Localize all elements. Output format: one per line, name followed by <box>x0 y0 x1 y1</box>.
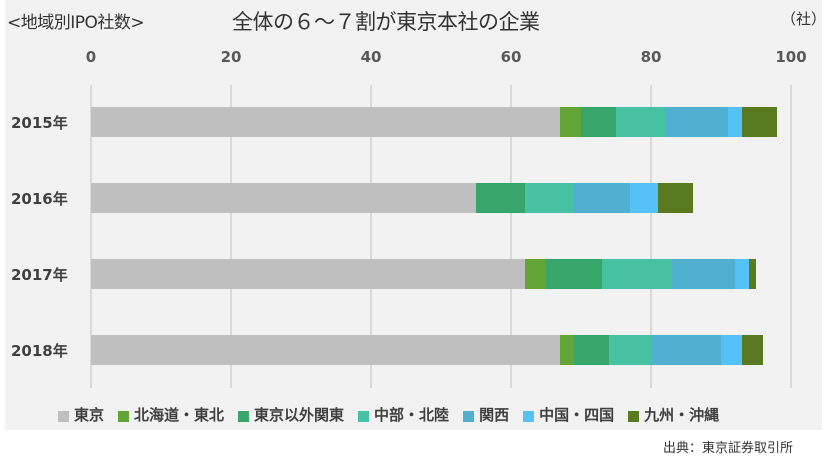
bar-segment <box>728 107 742 137</box>
legend-swatch-icon <box>628 410 640 422</box>
legend-label: 東京以外関東 <box>254 406 345 424</box>
bar-segment <box>91 335 560 365</box>
gridline <box>370 85 372 388</box>
bar-segment <box>91 259 525 289</box>
legend-swatch-icon <box>358 410 370 422</box>
legend-label: 北海道・東北 <box>134 406 225 424</box>
legend-item: 九州・沖縄 <box>628 404 719 425</box>
bar-segment <box>630 183 658 213</box>
x-tick-label: 40 <box>360 48 382 66</box>
bar-segment <box>658 183 693 213</box>
gridline <box>90 85 92 388</box>
stacked-bar <box>91 335 763 365</box>
legend-item: 関西 <box>463 404 509 425</box>
x-tick-label: 100 <box>775 48 807 66</box>
bar-segment <box>560 107 581 137</box>
bar-segment <box>91 107 560 137</box>
bar-segment <box>665 107 728 137</box>
bar-segment <box>560 335 574 365</box>
x-tick-label: 20 <box>220 48 242 66</box>
stacked-bar <box>91 183 693 213</box>
bar-segment <box>525 259 546 289</box>
legend-swatch-icon <box>523 410 535 422</box>
legend-item: 中部・北陸 <box>358 404 449 425</box>
legend-item: 東京 <box>58 404 104 425</box>
chart-subtitle: <地域別IPO社数> <box>7 13 145 33</box>
legend-label: 東京 <box>74 406 105 424</box>
legend: 東京 北海道・東北 東京以外関東 中部・北陸 関西 中国・四国 九州・沖縄 <box>58 404 733 425</box>
stacked-bar <box>91 107 777 137</box>
bar-segment <box>91 183 476 213</box>
gridline <box>790 85 792 388</box>
bar-segment <box>574 183 630 213</box>
axis-unit-label: （社） <box>781 10 827 28</box>
bar-segment <box>525 183 574 213</box>
bar-segment <box>749 259 756 289</box>
bar-segment <box>602 259 672 289</box>
bar-segment <box>476 183 525 213</box>
bar-segment <box>721 335 742 365</box>
bar-segment <box>616 107 665 137</box>
legend-label: 中国・四国 <box>539 406 615 424</box>
y-category-label: 2018年 <box>11 342 68 360</box>
legend-item: 東京以外関東 <box>238 404 344 425</box>
stacked-bar <box>91 259 756 289</box>
bar-segment <box>742 335 763 365</box>
x-tick-label: 0 <box>85 48 97 66</box>
bar-segment <box>546 259 602 289</box>
x-tick-label: 80 <box>640 48 662 66</box>
bar-segment <box>651 335 721 365</box>
gridline <box>230 85 232 388</box>
bar-segment <box>609 335 651 365</box>
chart-panel <box>5 0 822 430</box>
bar-segment <box>574 335 609 365</box>
y-category-label: 2016年 <box>11 190 68 208</box>
legend-swatch-icon <box>238 410 250 422</box>
gridline <box>510 85 512 388</box>
legend-item: 北海道・東北 <box>118 404 224 425</box>
bar-segment <box>581 107 616 137</box>
bar-segment <box>672 259 735 289</box>
legend-item: 中国・四国 <box>523 404 614 425</box>
bar-segment <box>742 107 777 137</box>
chart-title: 全体の６～７割が東京本社の企業 <box>232 10 540 34</box>
bar-segment <box>735 259 749 289</box>
legend-label: 九州・沖縄 <box>644 406 720 424</box>
legend-swatch-icon <box>118 410 130 422</box>
x-tick-label: 60 <box>500 48 522 66</box>
legend-label: 関西 <box>479 406 510 424</box>
legend-label: 中部・北陸 <box>374 406 450 424</box>
source-note: 出典：東京証券取引所 <box>663 441 794 456</box>
legend-swatch-icon <box>58 410 69 422</box>
y-category-label: 2015年 <box>11 114 68 132</box>
y-category-label: 2017年 <box>11 266 68 284</box>
gridline <box>650 85 652 388</box>
legend-swatch-icon <box>463 410 475 422</box>
